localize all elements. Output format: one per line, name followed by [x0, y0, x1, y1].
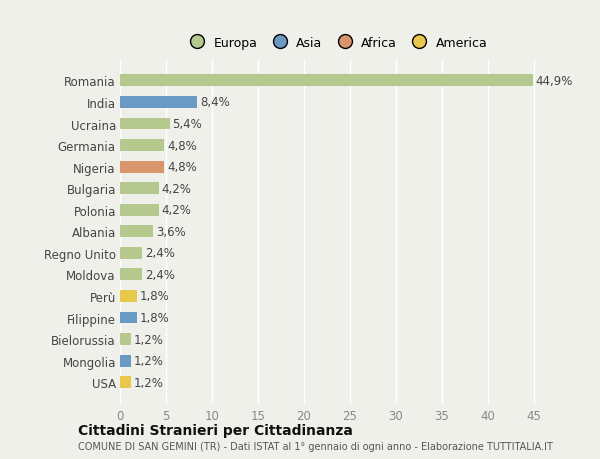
Bar: [120, 247, 142, 259]
Text: 1,2%: 1,2%: [134, 333, 164, 346]
Text: 3,6%: 3,6%: [156, 225, 185, 238]
Text: 1,8%: 1,8%: [139, 311, 169, 325]
Bar: [120, 291, 137, 302]
Bar: [120, 376, 131, 388]
Text: 1,2%: 1,2%: [134, 354, 164, 367]
Bar: [120, 269, 142, 281]
Bar: [120, 355, 131, 367]
Bar: [120, 333, 131, 345]
Bar: [120, 75, 533, 87]
Text: 1,8%: 1,8%: [139, 290, 169, 303]
Text: 2,4%: 2,4%: [145, 269, 175, 281]
Legend: Europa, Asia, Africa, America: Europa, Asia, Africa, America: [179, 32, 493, 55]
Bar: [120, 140, 164, 151]
Bar: [120, 226, 153, 238]
Bar: [120, 162, 164, 173]
Text: 4,2%: 4,2%: [161, 182, 191, 195]
Text: 8,4%: 8,4%: [200, 96, 230, 109]
Text: Cittadini Stranieri per Cittadinanza: Cittadini Stranieri per Cittadinanza: [78, 423, 353, 437]
Text: 2,4%: 2,4%: [145, 247, 175, 260]
Bar: [120, 312, 137, 324]
Text: 4,8%: 4,8%: [167, 161, 197, 174]
Text: COMUNE DI SAN GEMINI (TR) - Dati ISTAT al 1° gennaio di ogni anno - Elaborazione: COMUNE DI SAN GEMINI (TR) - Dati ISTAT a…: [78, 441, 553, 451]
Text: 4,2%: 4,2%: [161, 204, 191, 217]
Text: 5,4%: 5,4%: [172, 118, 202, 131]
Bar: [120, 118, 170, 130]
Bar: [120, 183, 158, 195]
Text: 1,2%: 1,2%: [134, 376, 164, 389]
Bar: [120, 204, 158, 216]
Bar: [120, 97, 197, 109]
Text: 44,9%: 44,9%: [535, 75, 573, 88]
Text: 4,8%: 4,8%: [167, 139, 197, 152]
